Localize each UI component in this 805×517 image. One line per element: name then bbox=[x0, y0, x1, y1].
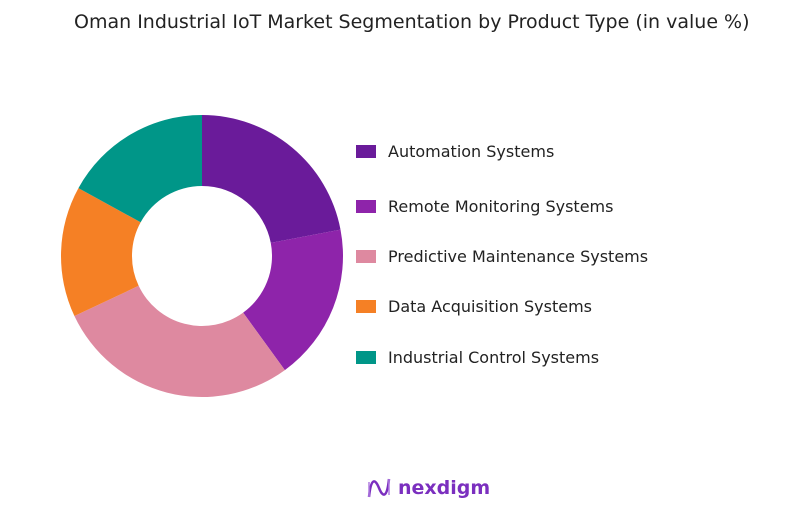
legend-item: Remote Monitoring Systems bbox=[356, 197, 613, 216]
legend-item: Predictive Maintenance Systems bbox=[356, 247, 648, 266]
chart-title: Oman Industrial IoT Market Segmentation … bbox=[74, 11, 750, 33]
legend-item: Automation Systems bbox=[356, 142, 554, 161]
legend-swatch bbox=[356, 300, 376, 313]
legend-label: Predictive Maintenance Systems bbox=[388, 247, 649, 266]
legend-item: Industrial Control Systems bbox=[356, 348, 599, 367]
nexdigm-wave-icon bbox=[367, 478, 391, 498]
legend-label: Industrial Control Systems bbox=[388, 348, 600, 367]
legend-item: Data Acquisition Systems bbox=[356, 297, 592, 316]
legend-label: Remote Monitoring Systems bbox=[388, 197, 614, 216]
slice-predictive-maintenance-systems bbox=[74, 285, 285, 397]
slice-data-acquisition-systems bbox=[61, 188, 141, 317]
legend-label: Automation Systems bbox=[388, 142, 555, 161]
slice-remote-monitoring-systems bbox=[243, 229, 343, 371]
legend-swatch bbox=[356, 145, 376, 158]
legend-swatch bbox=[356, 200, 376, 213]
legend-swatch bbox=[356, 250, 376, 263]
legend-swatch bbox=[356, 351, 376, 364]
slice-automation-systems bbox=[202, 115, 341, 243]
legend-label: Data Acquisition Systems bbox=[388, 297, 593, 316]
brand-name: nexdigm bbox=[398, 477, 491, 499]
nexdigm-logo: nexdigm bbox=[366, 476, 490, 500]
slice-industrial-control-systems bbox=[78, 115, 202, 223]
